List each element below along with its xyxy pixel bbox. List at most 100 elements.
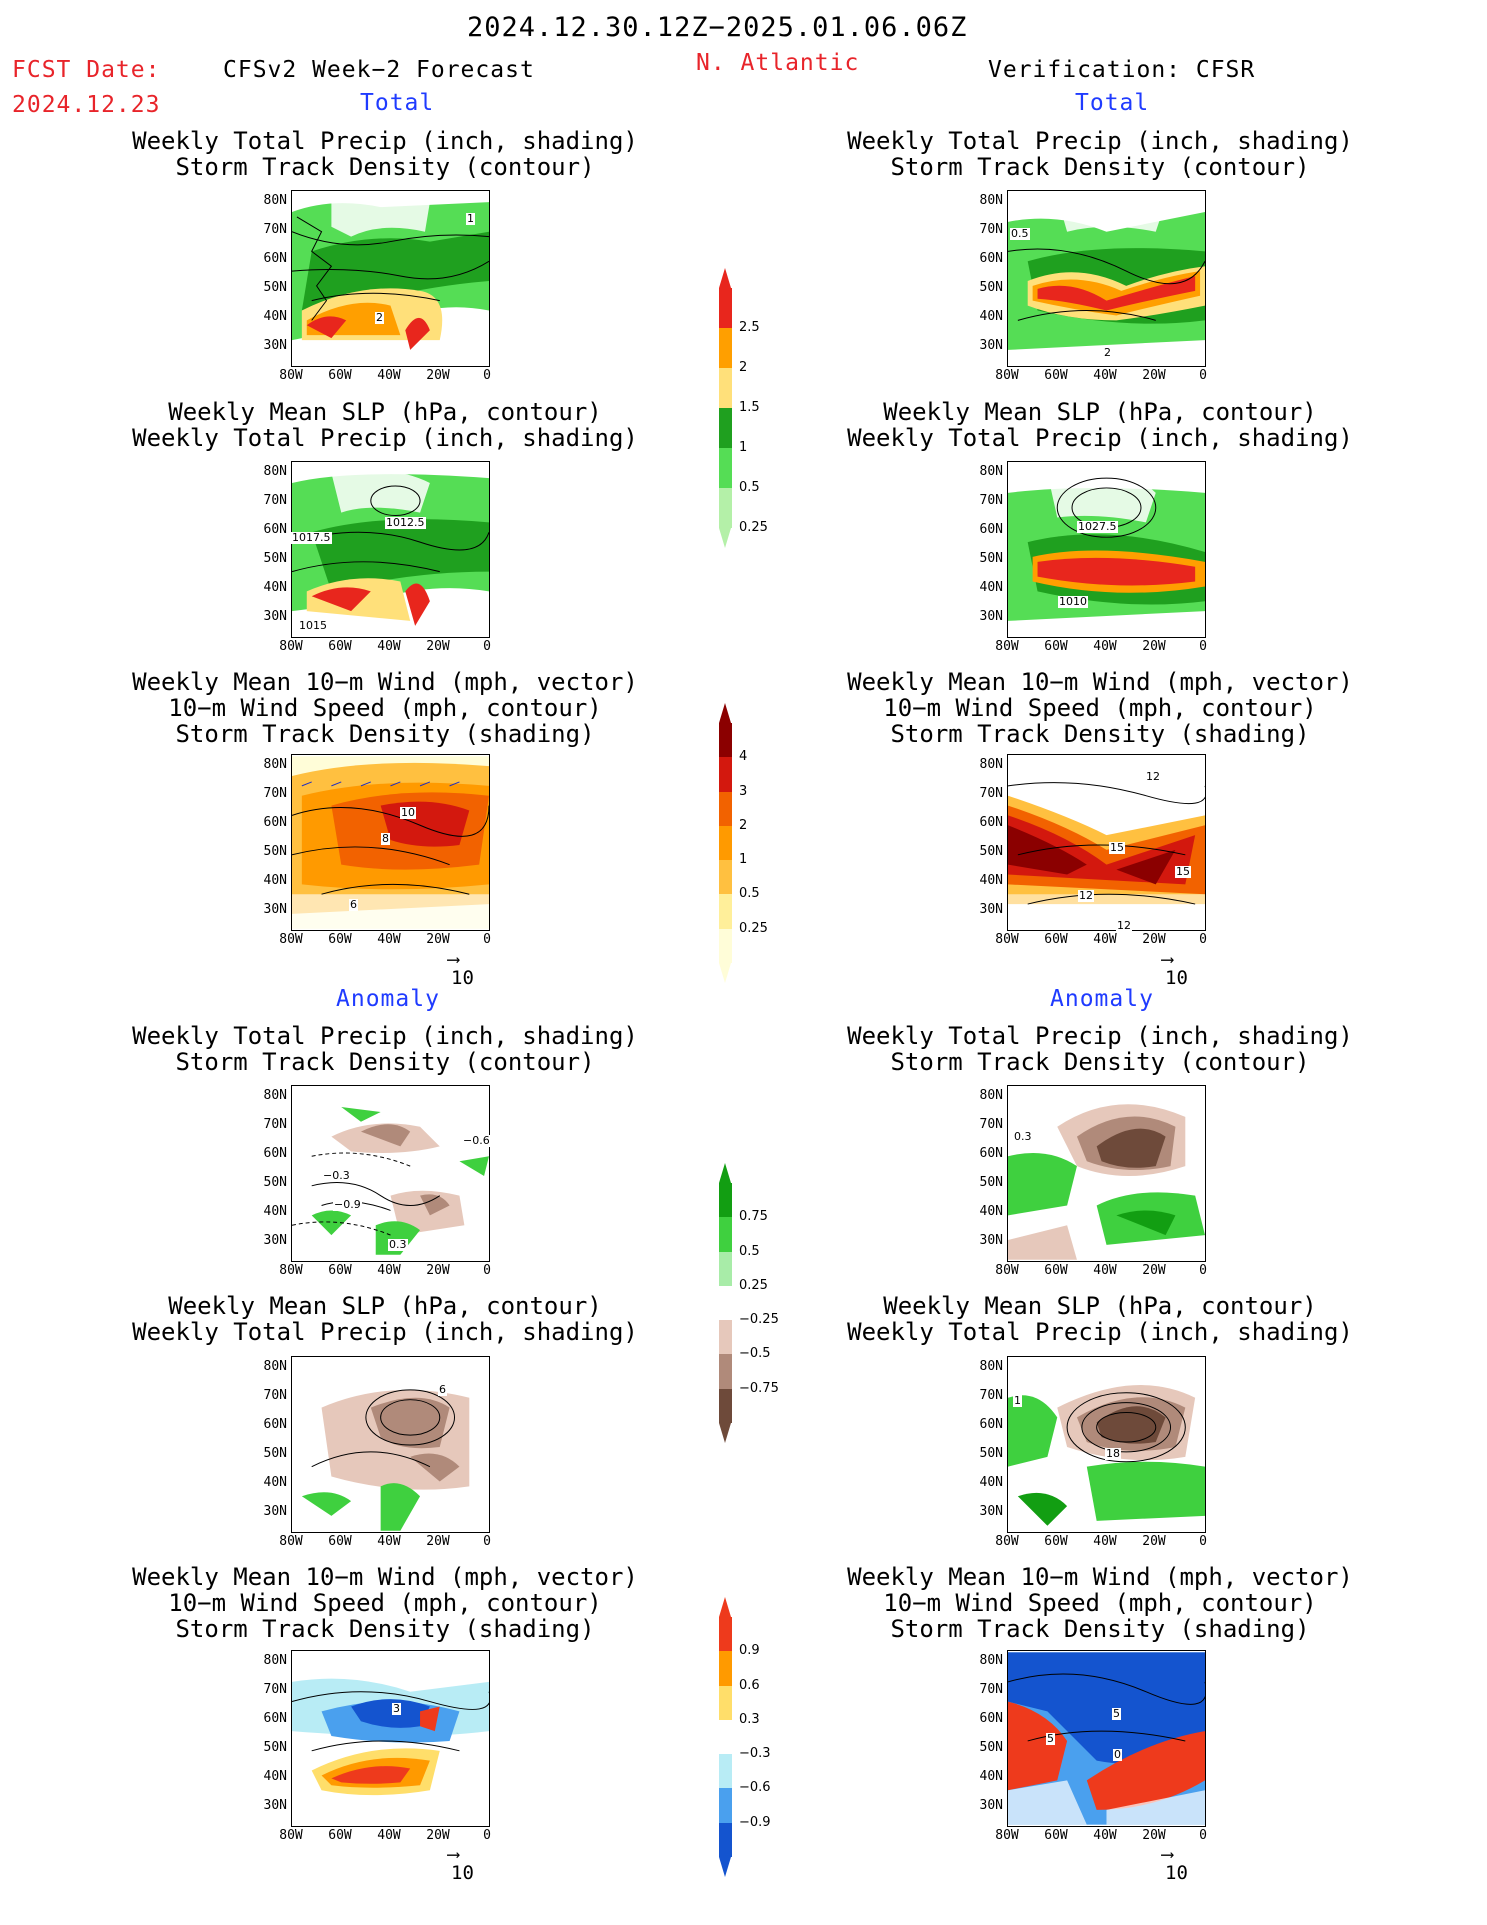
contour-label: 1012.5 <box>385 516 426 529</box>
title-vf-anom-slp: Weekly Mean SLP (hPa, contour) Weekly To… <box>820 1293 1380 1345</box>
lat-tick-label: 60N <box>263 251 287 266</box>
lon-tick-label: 40W <box>1093 368 1117 383</box>
title-line: Storm Track Density (shading) <box>175 1615 595 1643</box>
lon-tick-label: 20W <box>1142 1828 1166 1843</box>
colorbar-segment <box>719 825 732 861</box>
arrow-right-icon: ⟶ <box>448 949 459 970</box>
colorbar-segment <box>719 1617 732 1652</box>
title-line: Storm Track Density (shading) <box>175 720 595 748</box>
section-anomaly-left: Anomaly <box>336 986 440 1012</box>
contour-label: 1017.5 <box>291 531 332 544</box>
lat-tick-label: 30N <box>979 609 1003 624</box>
lat-tick-label: 30N <box>263 609 287 624</box>
colorbar-segment <box>719 488 732 528</box>
map-graphic <box>292 756 489 929</box>
colorbar-label: 0.25 <box>739 920 768 936</box>
contour-label: 12 <box>1145 770 1161 783</box>
lon-tick-label: 20W <box>1142 1534 1166 1549</box>
lon-tick-label: 20W <box>426 1263 450 1278</box>
lon-tick-label: 60W <box>1044 368 1068 383</box>
lat-tick-label: 80N <box>979 1359 1003 1374</box>
colorbar-label: −0.3 <box>739 1746 771 1762</box>
lat-tick-label: 40N <box>263 1769 287 1784</box>
colorbar-segment <box>719 288 732 328</box>
title-line: Weekly Total Precip (inch, shading) <box>132 1318 638 1346</box>
fcst-date-value: 2024.12.23 <box>12 92 161 118</box>
map-fc-anom-slp <box>291 1356 490 1533</box>
colorbar-label: 2 <box>739 817 748 833</box>
contour-label: 8 <box>381 832 390 845</box>
title-line: 10−m Wind Speed (mph, contour) <box>168 1589 602 1617</box>
lon-tick-label: 40W <box>1093 1828 1117 1843</box>
title-line: Weekly Total Precip (inch, shading) <box>132 1022 638 1050</box>
colorbar-label: 2.5 <box>739 320 760 335</box>
lat-tick-label: 70N <box>263 222 287 237</box>
colorbar-track-total: 4 3 2 1 0.5 0.25 <box>719 703 779 983</box>
map-graphic <box>1008 192 1205 365</box>
arrow-right-icon: ⟶ <box>448 1844 459 1865</box>
map-fc-anom-wind <box>291 1650 490 1827</box>
lon-tick-label: 40W <box>1093 639 1117 654</box>
lon-tick-label: 20W <box>426 639 450 654</box>
lon-tick-label: 20W <box>426 932 450 947</box>
lat-tick-label: 40N <box>263 580 287 595</box>
lon-tick-label: 0 <box>483 1263 491 1278</box>
lon-tick-label: 80W <box>279 1263 303 1278</box>
title-fc-total-precip: Weekly Total Precip (inch, shading) Stor… <box>105 128 665 180</box>
contour-label: 1010 <box>1058 595 1088 608</box>
map-graphic <box>1008 463 1205 636</box>
lon-tick-label: 20W <box>1142 1263 1166 1278</box>
contour-label: 2 <box>375 311 384 324</box>
lon-tick-label: 80W <box>279 1534 303 1549</box>
colorbar-label: −0.6 <box>739 1780 771 1796</box>
title-vf-anom-precip: Weekly Total Precip (inch, shading) Stor… <box>820 1023 1380 1075</box>
lon-tick-label: 0 <box>483 639 491 654</box>
lon-tick-label: 80W <box>995 1828 1019 1843</box>
colorbar-end-triangle <box>719 1423 731 1443</box>
colorbar-segment <box>719 328 732 368</box>
colorbar-segment <box>719 448 732 488</box>
lon-tick-label: 60W <box>328 639 352 654</box>
lon-tick-label: 80W <box>279 932 303 947</box>
lon-tick-label: 20W <box>426 368 450 383</box>
lon-tick-label: 0 <box>1199 368 1207 383</box>
lat-tick-label: 70N <box>979 1682 1003 1697</box>
lat-tick-label: 30N <box>263 1798 287 1813</box>
verification-title: Verification: CFSR <box>988 57 1256 83</box>
title-line: Weekly Mean SLP (hPa, contour) <box>883 398 1317 426</box>
contour-label: 15 <box>1175 865 1191 878</box>
colorbar-label: 0.6 <box>739 1677 760 1693</box>
colorbar-label: 1.5 <box>739 400 760 415</box>
lon-tick-label: 40W <box>377 368 401 383</box>
lat-tick-label: 40N <box>263 873 287 888</box>
lat-tick-label: 60N <box>979 1146 1003 1161</box>
lat-tick-label: 50N <box>263 1740 287 1755</box>
lat-tick-label: 60N <box>979 1417 1003 1432</box>
colorbar-precip-anom: 0.75 0.5 0.25 −0.25 −0.5 −0.75 <box>719 1163 789 1443</box>
lat-tick-label: 70N <box>979 222 1003 237</box>
lon-tick-label: 60W <box>1044 932 1068 947</box>
lat-tick-label: 50N <box>263 844 287 859</box>
lat-tick-label: 30N <box>979 1504 1003 1519</box>
lon-tick-label: 0 <box>1199 1828 1207 1843</box>
contour-label: 5 <box>1046 1732 1055 1745</box>
lat-tick-label: 80N <box>263 464 287 479</box>
lat-tick-label: 40N <box>979 580 1003 595</box>
lat-tick-label: 60N <box>979 1711 1003 1726</box>
colorbar-label: 0.75 <box>739 1209 768 1225</box>
colorbar-label: 1 <box>739 440 748 455</box>
lat-tick-label: 40N <box>979 309 1003 324</box>
lat-tick-label: 30N <box>263 1504 287 1519</box>
lat-tick-label: 50N <box>263 1446 287 1461</box>
title-line: Weekly Mean 10−m Wind (mph, vector) <box>847 668 1353 696</box>
title-line: Storm Track Density (shading) <box>890 720 1310 748</box>
colorbar-segment <box>719 1651 732 1686</box>
title-line: Weekly Total Precip (inch, shading) <box>847 1318 1353 1346</box>
lon-tick-label: 40W <box>377 932 401 947</box>
lon-tick-label: 80W <box>279 368 303 383</box>
lon-tick-label: 80W <box>995 368 1019 383</box>
map-vf-anom-slp <box>1007 1356 1206 1533</box>
lat-tick-label: 80N <box>979 757 1003 772</box>
arrow-right-icon: ⟶ <box>1162 949 1173 970</box>
lat-tick-label: 60N <box>263 1417 287 1432</box>
